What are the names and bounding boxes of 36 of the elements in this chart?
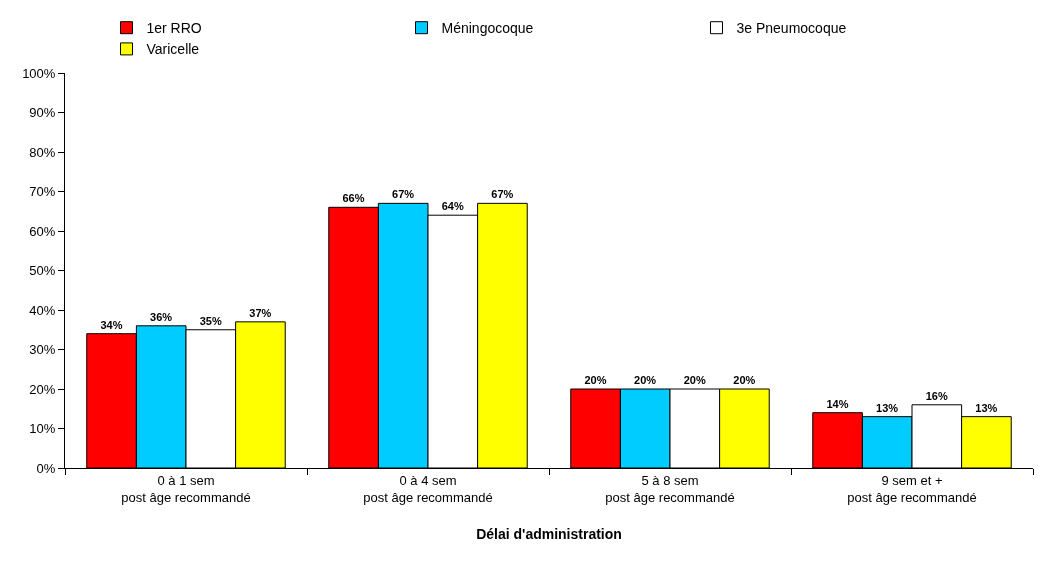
data-label: 35% [199, 314, 222, 327]
y-tick-label: 20% [29, 381, 56, 397]
data-label: 14% [826, 397, 849, 410]
data-label: 13% [876, 401, 899, 414]
y-tick-label: 0% [36, 460, 56, 476]
y-tick-label: 40% [29, 302, 56, 318]
y-tick-label: 90% [29, 105, 56, 121]
y-tick-label: 100% [22, 65, 56, 81]
data-label: 67% [392, 188, 415, 201]
data-label: 20% [634, 374, 657, 386]
legend-label: 1er RRO [146, 20, 202, 37]
data-label: 64% [441, 200, 464, 213]
y-tick-label: 80% [29, 144, 56, 160]
x-tick-label: 0 à 1 sem post âge recommandé [121, 472, 251, 505]
data-label: 34% [100, 318, 123, 331]
x-axis-title: Délai d'administration [476, 525, 622, 542]
y-tick-label: 10% [29, 421, 56, 437]
legend-label: Varicelle [146, 41, 200, 58]
data-label: 16% [925, 389, 948, 402]
data-label: 20% [683, 374, 706, 386]
legend-label: Méningocoque [441, 20, 534, 37]
data-label: 36% [150, 310, 173, 323]
data-label: 20% [733, 374, 756, 386]
y-tick-label: 70% [29, 184, 56, 200]
y-tick-label: 30% [29, 342, 56, 358]
x-tick-label: 0 à 4 sem post âge recommandé [363, 472, 493, 505]
y-tick-label: 50% [29, 263, 56, 279]
x-tick-label: 5 à 8 sem post âge recommandé [605, 472, 735, 505]
data-label: 13% [975, 401, 998, 414]
data-label: 20% [584, 374, 607, 386]
data-label: 67% [491, 188, 514, 201]
legend-label: 3e Pneumocoque [736, 20, 847, 37]
y-tick-label: 60% [29, 223, 56, 239]
data-label: 66% [342, 192, 365, 205]
x-tick-label: 9 sem et + post âge recommandé [847, 472, 977, 505]
data-label: 37% [249, 306, 272, 319]
